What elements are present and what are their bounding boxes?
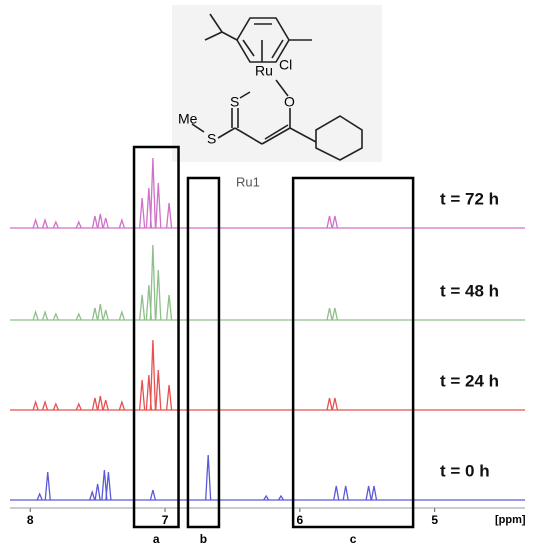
region-label: a	[153, 532, 160, 546]
peak	[105, 471, 112, 501]
peak	[149, 244, 157, 321]
x-tick-label: 8	[27, 513, 34, 527]
peak	[138, 379, 146, 411]
peak	[326, 307, 333, 321]
peak	[41, 399, 49, 411]
peak	[331, 307, 339, 321]
peak	[89, 489, 96, 501]
peak	[326, 215, 333, 229]
x-tick-label: 6	[297, 513, 304, 527]
peak	[333, 485, 340, 501]
peak	[342, 485, 349, 501]
atom-label: Cl	[279, 57, 292, 73]
x-tick-label: 5	[431, 513, 438, 527]
atom-label: Me	[178, 111, 198, 127]
peak	[102, 309, 109, 321]
peak	[149, 339, 157, 411]
peak	[41, 217, 49, 229]
peak	[155, 182, 162, 229]
peak	[91, 397, 99, 411]
peak	[118, 309, 126, 321]
legend-label: t = 48 h	[440, 281, 499, 300]
peak	[32, 309, 39, 321]
region-box	[186, 176, 221, 529]
atom-label: S	[207, 131, 216, 147]
peak	[75, 312, 82, 321]
peak	[205, 454, 212, 501]
peak	[75, 220, 82, 229]
peak	[118, 399, 126, 411]
peak	[149, 157, 157, 229]
peak	[138, 294, 146, 321]
peak	[149, 489, 157, 501]
peak	[36, 492, 43, 501]
peak	[370, 485, 378, 501]
peak	[41, 309, 49, 321]
peak	[155, 369, 162, 411]
legend-label: t = 0 h	[440, 461, 490, 480]
peak	[365, 485, 372, 501]
peak	[102, 217, 109, 229]
peak	[277, 494, 285, 501]
peak	[97, 213, 104, 229]
peak	[52, 220, 59, 229]
chart-title: Ru1	[236, 174, 260, 189]
x-axis-label: [ppm]	[495, 514, 526, 526]
peak	[165, 384, 173, 411]
peak	[263, 494, 270, 501]
peak	[155, 269, 162, 321]
peak	[101, 469, 108, 501]
legend-label: t = 24 h	[440, 371, 499, 390]
peak	[165, 294, 173, 321]
peak	[52, 312, 59, 321]
peak	[94, 483, 101, 501]
peak	[32, 217, 39, 229]
x-tick-label: 7	[162, 513, 169, 527]
atom-label: O	[284, 94, 295, 110]
peak	[138, 197, 146, 229]
peak	[118, 217, 126, 229]
atom-label: S	[230, 94, 239, 110]
peak	[91, 215, 99, 229]
region-label: c	[350, 532, 357, 546]
peak	[165, 202, 173, 229]
peak	[331, 215, 339, 229]
legend-label: t = 72 h	[440, 189, 499, 208]
peak	[52, 402, 59, 411]
peak	[44, 471, 51, 501]
peak	[97, 303, 104, 321]
peak	[97, 395, 104, 411]
peak	[75, 402, 82, 411]
atom-label: Ru	[255, 63, 273, 79]
peak	[326, 397, 333, 411]
peak	[91, 307, 99, 321]
region-box	[291, 176, 415, 529]
structure-inset	[172, 5, 382, 162]
peak	[331, 397, 339, 411]
peak	[32, 399, 39, 411]
region-label: b	[200, 532, 207, 546]
peak	[102, 399, 109, 411]
region-box	[132, 145, 180, 529]
